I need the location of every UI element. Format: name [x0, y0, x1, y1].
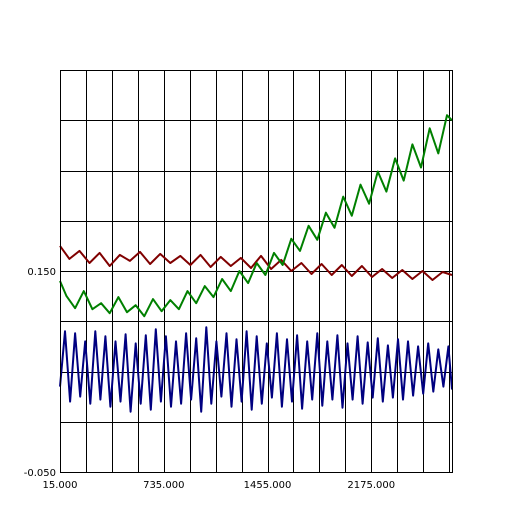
series-line-2	[59, 326, 453, 413]
x-tick-label: 2175.000	[347, 480, 395, 491]
series-line-1	[59, 114, 453, 318]
chart-series-group	[59, 114, 453, 413]
y-tick-label: -0.050	[24, 468, 56, 479]
x-tick-label: 15.000	[43, 480, 78, 491]
series-line-0	[59, 245, 453, 281]
x-tick-label: 1455.000	[244, 480, 292, 491]
y-tick-label: 0.150	[27, 267, 56, 278]
x-tick-label: 735.000	[143, 480, 184, 491]
plot-frame	[60, 70, 453, 473]
chart-tick-labels: 15.000 735.000 1455.000 2175.000 -0.050 0.150	[24, 267, 395, 491]
